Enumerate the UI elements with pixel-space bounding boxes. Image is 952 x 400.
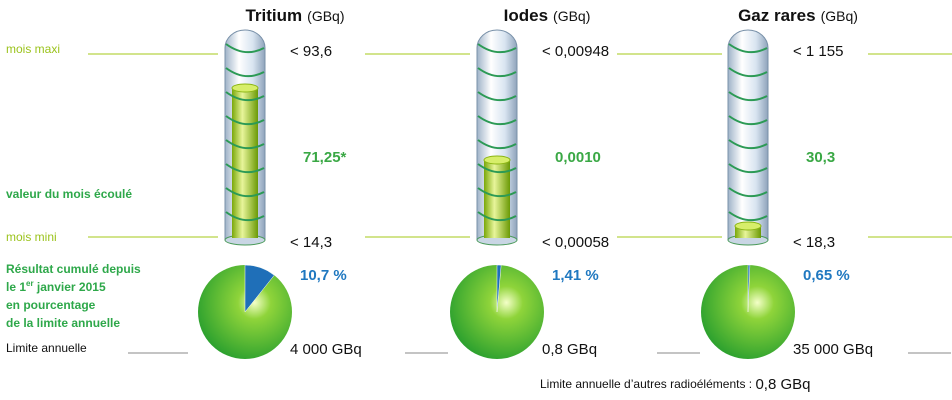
cumul-sup: er — [26, 279, 34, 288]
annual-limit: 4 000 GBq — [290, 341, 362, 358]
month-value: 0,0010 — [555, 149, 601, 166]
panel-title: Gaz rares (GBq) — [738, 6, 858, 25]
percent-label: 10,7 % — [300, 267, 347, 284]
spiral — [728, 163, 768, 174]
spiral — [477, 187, 517, 198]
panel-unit: (GBq) — [307, 8, 344, 24]
panel: Tritium (GBq) < 93,6 71,25* < 14,3 10,7 % 4 00… — [198, 6, 470, 359]
min-label: mois mini — [6, 230, 57, 244]
spiral — [225, 163, 265, 174]
spiral — [477, 211, 517, 222]
spiral — [225, 43, 265, 54]
min-value: < 14,3 — [290, 234, 332, 251]
spiral — [728, 187, 768, 198]
spiral — [225, 139, 265, 150]
cumul-label: le 1er janvier 2015 — [6, 279, 106, 294]
percent-label: 0,65 % — [803, 267, 850, 284]
spiral — [225, 115, 265, 126]
max-value: < 93,6 — [290, 43, 332, 60]
max-label: mois maxi — [6, 42, 60, 56]
percent-wedge — [244, 264, 275, 313]
spiral — [477, 139, 517, 150]
panel-name: Iodes — [504, 6, 548, 25]
cumul-label: Résultat cumulé depuis — [6, 262, 141, 276]
level-top — [231, 83, 259, 93]
panel-unit: (GBq) — [821, 8, 858, 24]
spiral — [477, 43, 517, 54]
panel: Gaz rares (GBq) < 1 155 30,3 < 18,3 0,65 % 35 … — [701, 6, 952, 359]
annual-limit: 0,8 GBq — [542, 341, 597, 358]
cumul-part: janvier 2015 — [34, 280, 106, 294]
level-top — [734, 221, 762, 231]
spiral — [728, 139, 768, 150]
spiral — [728, 115, 768, 126]
annual-limit: 35 000 GBq — [793, 341, 873, 358]
min-value: < 18,3 — [793, 234, 835, 251]
panel-name: Tritium — [245, 6, 302, 25]
percent-wedge — [496, 264, 502, 313]
spiral — [477, 115, 517, 126]
cumul-label: de la limite annuelle — [6, 316, 120, 330]
month-value: 30,3 — [806, 149, 835, 166]
spiral — [225, 91, 265, 102]
panel-unit: (GBq) — [553, 8, 590, 24]
tube — [727, 29, 769, 241]
percent-wedge — [747, 264, 751, 313]
max-value: < 0,00948 — [542, 43, 609, 60]
footer-text: Limite annuelle d’autres radioéléments : — [540, 377, 755, 391]
spiral — [728, 211, 768, 222]
spiral — [477, 67, 517, 78]
panel-title: Tritium (GBq) — [245, 6, 344, 25]
spiral — [225, 211, 265, 222]
footer: Limite annuelle d’autres radioéléments :… — [540, 376, 811, 393]
panel-name: Gaz rares — [738, 6, 816, 25]
left-labels: mois maxi valeur du mois écoulé mois min… — [6, 42, 218, 355]
spiral — [477, 163, 517, 174]
cumul-part: le 1 — [6, 280, 26, 294]
limit-label: Limite annuelle — [6, 341, 87, 355]
percent-label: 1,41 % — [552, 267, 599, 284]
spiral — [728, 91, 768, 102]
spiral — [728, 67, 768, 78]
spiral — [477, 91, 517, 102]
cumul-label: en pourcentage — [6, 298, 96, 312]
level-top — [483, 155, 511, 165]
level — [232, 88, 258, 238]
panel-title: Iodes (GBq) — [504, 6, 591, 25]
max-value: < 1 155 — [793, 43, 843, 60]
value-label: valeur du mois écoulé — [6, 187, 132, 201]
min-value: < 0,00058 — [542, 234, 609, 251]
footer-value: 0,8 GBq — [755, 376, 810, 393]
spiral — [728, 43, 768, 54]
spiral — [225, 67, 265, 78]
month-value: 71,25* — [303, 149, 347, 166]
spiral — [225, 187, 265, 198]
panel: Iodes (GBq) < 0,00948 0,0010 < 0,00058 1,41 %… — [450, 6, 722, 359]
